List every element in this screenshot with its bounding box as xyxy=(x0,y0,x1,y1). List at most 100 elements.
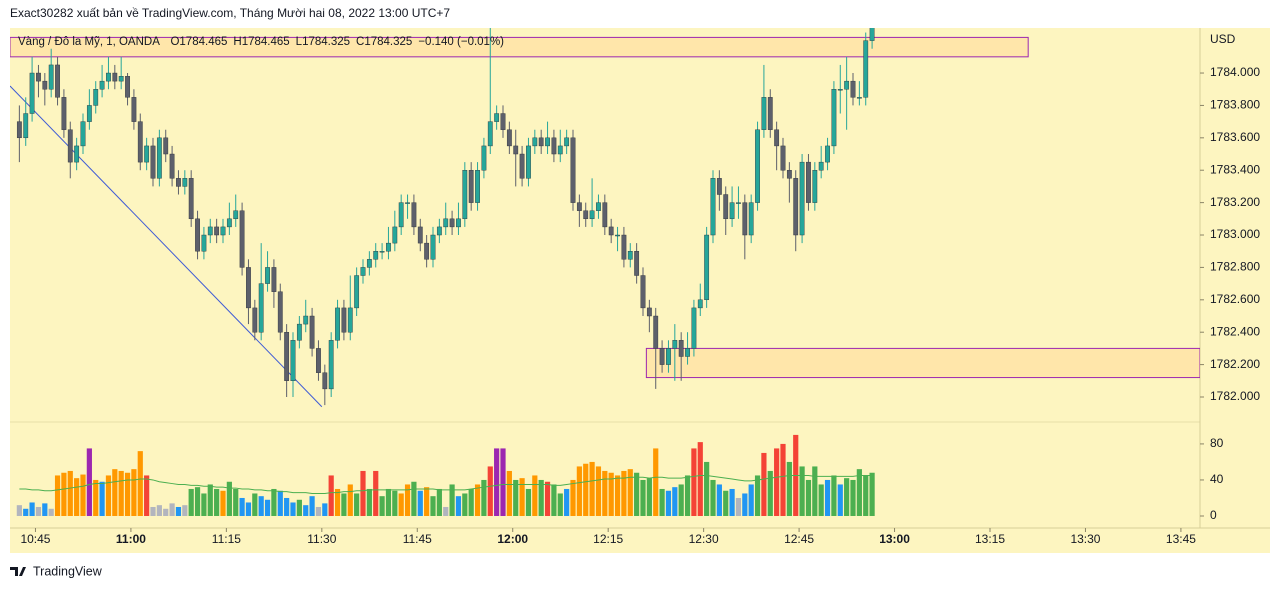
volume-bar xyxy=(411,481,417,516)
candle-body xyxy=(42,80,48,90)
candle-body xyxy=(487,121,493,147)
candle-body xyxy=(691,307,697,349)
legend-value: H1784.465 xyxy=(233,36,289,48)
volume-bar xyxy=(742,493,748,516)
legend-value: −0.140 (−0.01%) xyxy=(418,36,504,48)
volume-bar xyxy=(226,481,232,516)
volume-bar xyxy=(443,506,449,516)
y-axis-label: USD xyxy=(1210,32,1236,46)
volume-bar xyxy=(691,448,697,516)
volume-bar xyxy=(538,479,544,516)
volume-bar xyxy=(436,488,442,516)
volume-bar xyxy=(245,502,252,516)
candle-body xyxy=(786,170,792,179)
volume-bar xyxy=(583,463,589,516)
candle-body xyxy=(634,251,640,276)
volume-bar xyxy=(519,478,525,516)
y-tick-label: 1782.200 xyxy=(1210,357,1260,371)
candle-body xyxy=(767,97,773,130)
candle-body xyxy=(258,283,264,333)
volume-bar xyxy=(570,479,576,516)
candle-body xyxy=(526,145,531,179)
volume-bar xyxy=(824,479,831,516)
volume-bar xyxy=(525,488,532,516)
volume-bar xyxy=(169,503,175,516)
candle-body xyxy=(570,137,576,203)
candle-body xyxy=(131,97,137,122)
candle-body xyxy=(74,145,80,163)
volume-bar xyxy=(799,466,805,516)
volume-bar xyxy=(385,488,392,516)
candle-body xyxy=(825,145,830,163)
volume-bar xyxy=(786,461,792,516)
candle-body xyxy=(61,97,67,130)
volume-bar xyxy=(354,493,360,516)
volume-bar xyxy=(284,497,290,516)
volume-bar xyxy=(80,474,86,516)
candle-body xyxy=(672,340,678,349)
candle-body xyxy=(430,234,436,260)
volume-bar xyxy=(214,488,220,516)
candle-body xyxy=(436,226,442,236)
y-tick-label: 1783.000 xyxy=(1210,227,1260,241)
candle-body xyxy=(188,178,194,220)
candle-body xyxy=(697,299,703,309)
volume-bar xyxy=(23,508,29,516)
volume-bar xyxy=(704,461,710,516)
candle-body xyxy=(322,372,328,390)
volume-bar xyxy=(716,484,722,516)
volume-bar xyxy=(640,479,646,516)
zone xyxy=(645,347,1200,379)
candle-body xyxy=(296,323,302,341)
volume-bar xyxy=(252,493,258,516)
volume-bar xyxy=(379,496,385,516)
volume-bar xyxy=(430,496,436,516)
candle-body xyxy=(220,226,226,236)
volume-bar xyxy=(93,479,99,516)
candle-body xyxy=(710,178,716,236)
volume-tick-label: 40 xyxy=(1210,472,1224,486)
candle-body xyxy=(99,80,105,90)
candle-body xyxy=(341,307,347,333)
candle-body xyxy=(736,202,741,204)
volume-bar xyxy=(124,472,131,516)
volume-bar xyxy=(220,490,226,516)
candle-body xyxy=(494,113,500,122)
volume-bar xyxy=(608,472,614,516)
candle-body xyxy=(36,72,41,82)
candle-body xyxy=(799,161,805,236)
volume-bar xyxy=(818,484,824,516)
volume-bar xyxy=(774,448,780,516)
candle-body xyxy=(500,113,506,130)
candle-body xyxy=(379,251,385,253)
candle-body xyxy=(118,76,124,82)
x-tick-label: 13:30 xyxy=(1070,532,1100,546)
candle-body xyxy=(373,251,379,260)
candle-body xyxy=(716,178,722,195)
volume-bar xyxy=(621,470,627,516)
candle-body xyxy=(615,234,620,237)
volume-bar xyxy=(665,490,672,516)
volume-bar xyxy=(315,506,322,516)
candle-body xyxy=(621,234,627,260)
candle-body xyxy=(303,315,309,325)
candle-body xyxy=(366,259,372,268)
candle-body xyxy=(608,226,614,236)
volume-bar xyxy=(634,472,640,516)
candle-body xyxy=(602,202,608,228)
x-tick-label: 11:45 xyxy=(403,532,432,546)
candle-body xyxy=(761,97,767,130)
candle-body xyxy=(583,210,589,220)
candle-body xyxy=(538,137,544,147)
candle-body xyxy=(411,202,417,228)
footer: TradingView xyxy=(33,564,103,578)
candle-body xyxy=(806,161,811,203)
candle-body xyxy=(195,218,200,252)
volume-bar xyxy=(850,479,856,516)
candle-body xyxy=(850,80,856,98)
volume-bar xyxy=(672,487,678,516)
volume-bar xyxy=(175,506,182,516)
candle-body xyxy=(856,97,862,99)
volume-bar xyxy=(277,490,283,516)
volume-bar xyxy=(309,496,315,516)
